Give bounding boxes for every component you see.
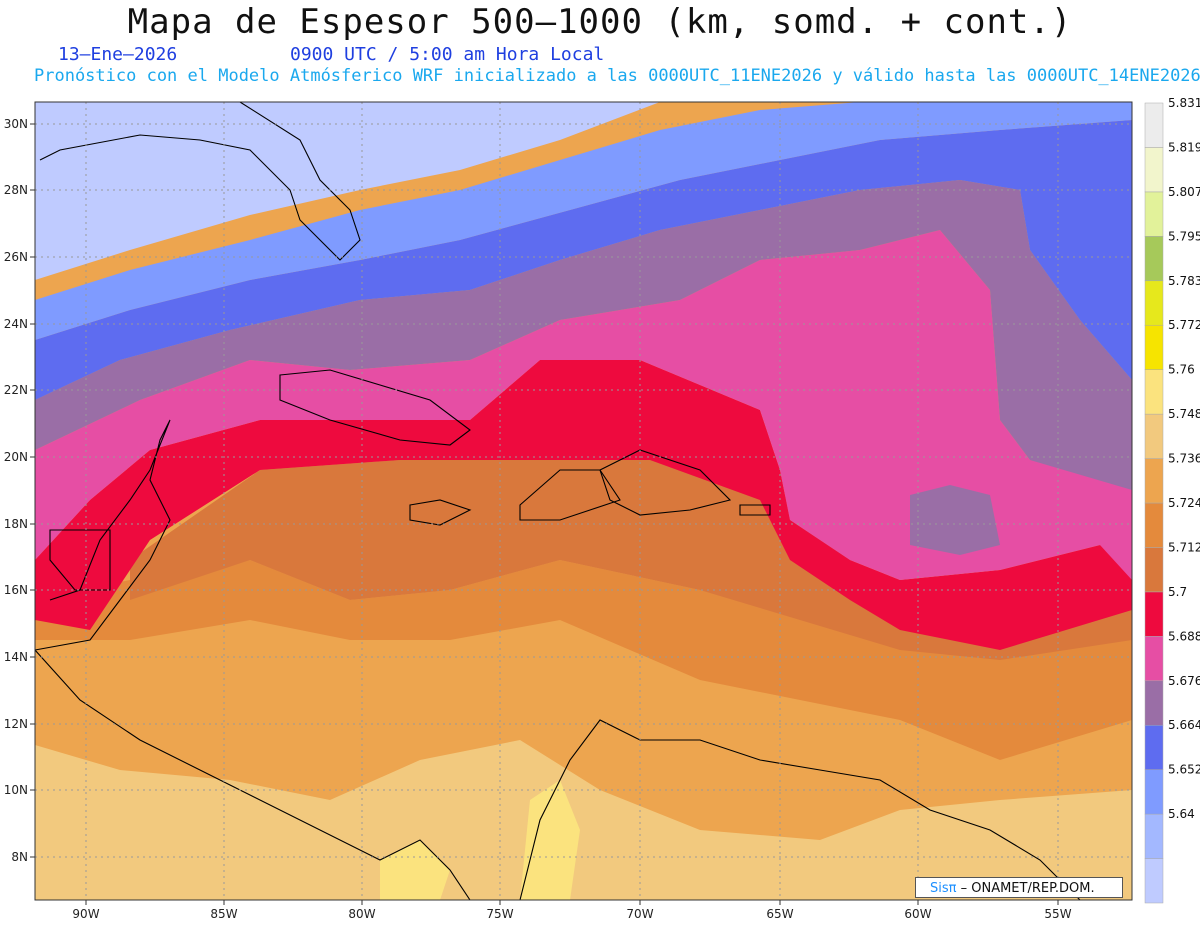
lat-tick-label: 12N (4, 717, 28, 731)
lon-tick-label: 90W (72, 907, 99, 921)
legend-label: 5.664 (1168, 718, 1200, 732)
legend-swatch (1144, 102, 1164, 148)
legend-label: 5.795 (1168, 229, 1200, 243)
legend-label: 5.652 (1168, 763, 1200, 777)
legend-swatch (1144, 147, 1164, 193)
credit-text: – ONAMET/REP.DOM. (960, 881, 1095, 896)
lon-tick-label: 85W (210, 907, 237, 921)
credit-box: Sisπ – ONAMET/REP.DOM. (915, 877, 1123, 898)
lat-tick-label: 22N (4, 383, 28, 397)
lat-tick-label: 24N (4, 317, 28, 331)
lat-tick-label: 10N (4, 783, 28, 797)
legend-label: 5.676 (1168, 674, 1200, 688)
forecast-date: 13–Ene—2026 (58, 44, 178, 65)
legend-label: 5.736 (1168, 452, 1200, 466)
thickness-legend: 5.64 5.652 5.664 5.676 5.688 5.7 5.712 5.724 5.7… (1144, 96, 1200, 904)
lon-tick-label: 75W (486, 907, 513, 921)
legend-label: 5.748 (1168, 407, 1200, 421)
forecast-time: 0900 UTC / 5:00 am Hora Local (290, 44, 605, 65)
lon-tick-label: 55W (1044, 907, 1071, 921)
graticule (35, 102, 1132, 900)
legend-label: 5.688 (1168, 629, 1200, 643)
lat-axis: 30N 28N 26N 24N 22N 20N 18N 16N 14N 12N 10N 8N (4, 117, 35, 864)
legend-label: 5.819 (1168, 140, 1200, 154)
lat-tick-label: 30N (4, 117, 28, 131)
lon-tick-label: 65W (766, 907, 793, 921)
legend-swatch (1144, 636, 1164, 682)
map-frame (34, 101, 1133, 901)
coastlines (35, 102, 1081, 900)
legend-label: 5.724 (1168, 496, 1200, 510)
thickness-fields (35, 102, 1132, 900)
legend-swatch (1144, 547, 1164, 593)
map-title: Mapa de Espesor 500—1000 (km, somd. + co… (127, 2, 1073, 42)
legend-label: 5.831 (1168, 96, 1200, 110)
lat-tick-label: 16N (4, 583, 28, 597)
legend-swatch (1144, 724, 1164, 770)
legend-swatch (1144, 769, 1164, 815)
legend-swatch (1144, 680, 1164, 726)
legend-swatch (1144, 502, 1164, 548)
legend-swatch (1144, 413, 1164, 459)
legend-swatch (1144, 369, 1164, 415)
legend-swatch (1144, 813, 1164, 859)
legend-swatch (1144, 280, 1164, 326)
legend-swatch (1144, 458, 1164, 504)
legend-label: 5.7 (1168, 585, 1187, 599)
legend-label: 5.807 (1168, 185, 1200, 199)
sispi-logo-text: Sisπ (930, 881, 957, 896)
forecast-subtitle: Pronóstico con el Modelo Atmósferico WRF… (34, 66, 1200, 86)
legend-label: 5.783 (1168, 274, 1200, 288)
lat-tick-label: 28N (4, 183, 28, 197)
legend-swatch (1144, 236, 1164, 282)
legend-label: 5.76 (1168, 363, 1195, 377)
legend-label: 5.772 (1168, 318, 1200, 332)
lon-tick-label: 80W (348, 907, 375, 921)
lat-tick-label: 8N (11, 850, 28, 864)
legend-swatch (1144, 191, 1164, 237)
legend-label: 5.712 (1168, 540, 1200, 554)
lat-tick-label: 26N (4, 250, 28, 264)
lon-tick-label: 70W (626, 907, 653, 921)
lat-tick-label: 14N (4, 650, 28, 664)
legend-swatch (1144, 858, 1164, 904)
lat-tick-label: 18N (4, 517, 28, 531)
legend-swatch (1144, 591, 1164, 637)
lon-tick-label: 60W (904, 907, 931, 921)
legend-swatch (1144, 324, 1164, 370)
lon-axis: 90W 85W 80W 75W 70W 65W 60W 55W (72, 900, 1072, 921)
legend-label: 5.64 (1168, 807, 1195, 821)
lat-tick-label: 20N (4, 450, 28, 464)
